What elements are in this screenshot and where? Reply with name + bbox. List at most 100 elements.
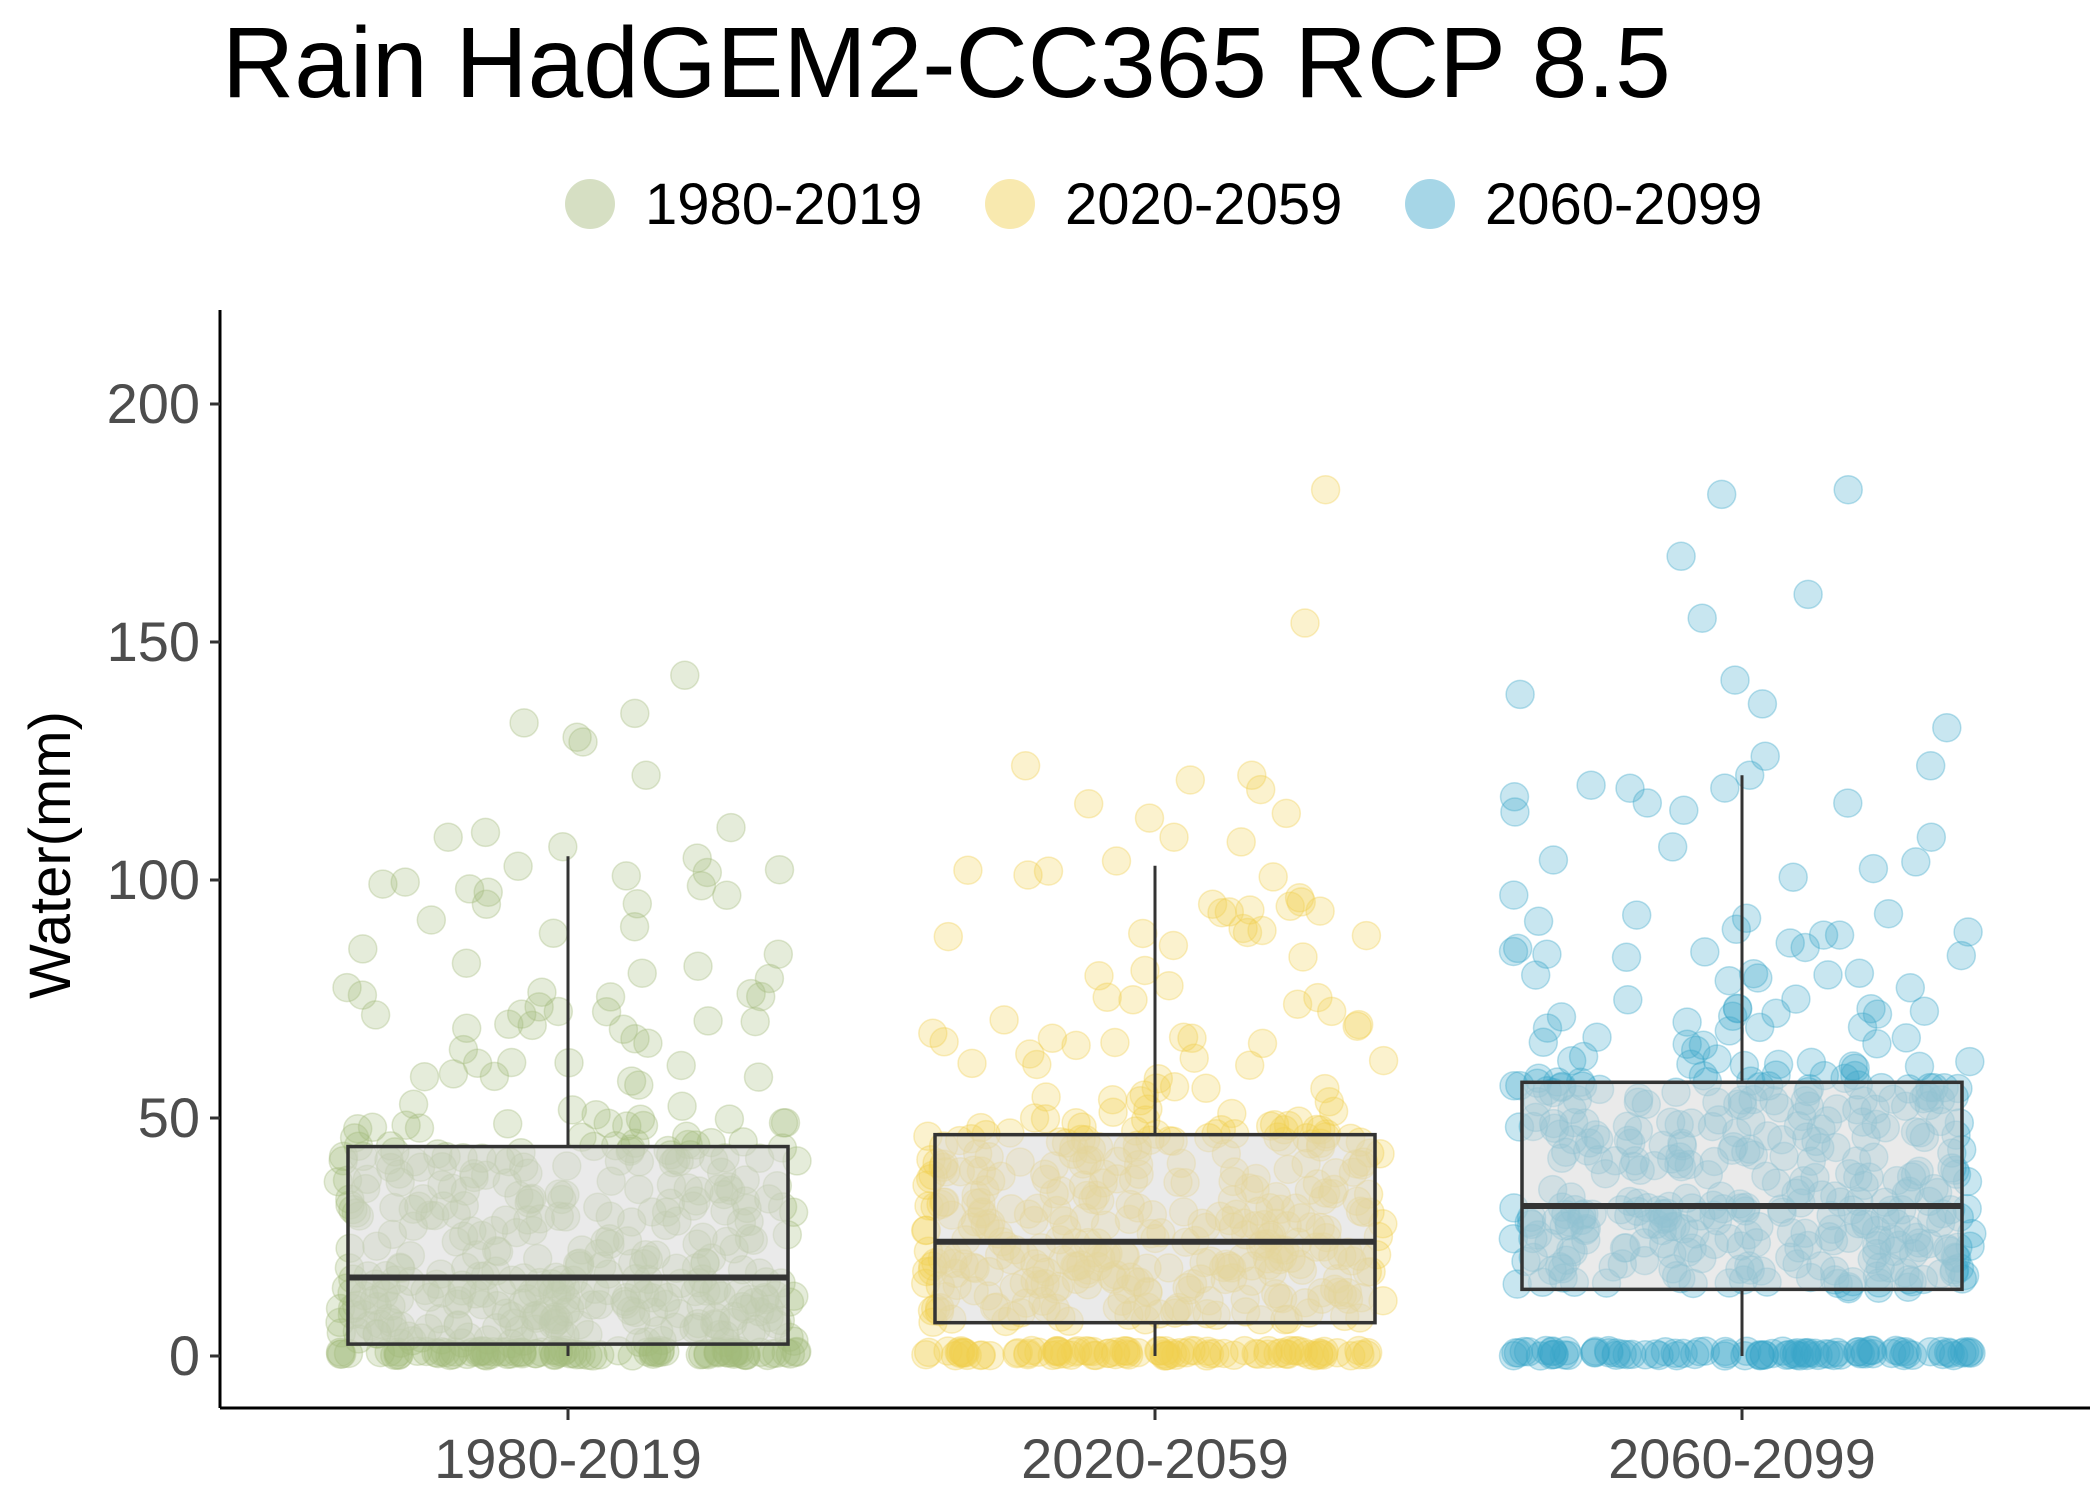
data-point (1710, 1336, 1741, 1367)
data-point (1010, 751, 1041, 781)
data-point (1680, 1035, 1711, 1065)
data-point (616, 1066, 647, 1096)
data-point (391, 1110, 421, 1140)
legend-label: 2060-2099 (1485, 172, 1762, 237)
data-point (548, 831, 578, 862)
data-point (1617, 1339, 1647, 1370)
data-point (1351, 1339, 1381, 1370)
data-point (1750, 741, 1780, 771)
data-point (1814, 1339, 1844, 1369)
data-point (1580, 1336, 1611, 1367)
data-point (568, 727, 598, 757)
data-point (404, 1113, 435, 1143)
legend-label: 2020-2059 (1065, 172, 1342, 237)
data-point (1532, 1013, 1563, 1043)
data-point (1895, 973, 1926, 1003)
data-point (1847, 1012, 1878, 1042)
data-point (1309, 1336, 1339, 1367)
data-point (1502, 933, 1533, 964)
data-point (1168, 1022, 1199, 1053)
data-point (1717, 1001, 1748, 1032)
data-point (1768, 1336, 1798, 1366)
data-point (1275, 891, 1305, 922)
data-point (1601, 1340, 1631, 1370)
data-point (1092, 982, 1122, 1013)
data-point (1793, 1337, 1823, 1368)
data-point (451, 948, 482, 978)
data-point (1113, 1340, 1144, 1370)
data-point (1180, 1336, 1210, 1366)
data-point (1892, 1338, 1922, 1369)
data-point (1833, 788, 1863, 818)
data-point (1499, 880, 1529, 910)
data-point (409, 1061, 440, 1092)
data-point (1582, 1022, 1612, 1052)
data-point (1314, 1087, 1345, 1117)
data-point (1904, 1051, 1935, 1082)
data-point (1714, 965, 1744, 996)
data-point (1644, 1340, 1674, 1371)
data-point (1061, 1030, 1091, 1061)
data-point (1909, 996, 1940, 1026)
data-point (1345, 1340, 1375, 1370)
data-point (1097, 1084, 1128, 1115)
data-point (712, 880, 742, 911)
data-point (1890, 1336, 1921, 1367)
data-point (1732, 1336, 1762, 1367)
data-point (1503, 1338, 1534, 1368)
data-point (1738, 958, 1769, 989)
data-point (1876, 1338, 1907, 1369)
data-point (611, 861, 642, 891)
data-point (633, 1028, 663, 1058)
data-point (1947, 1338, 1977, 1368)
data-point (1101, 846, 1132, 876)
data-point (1129, 1080, 1159, 1110)
data-point (1286, 887, 1316, 917)
data-point (1775, 928, 1805, 958)
data-point (1568, 1041, 1599, 1072)
data-point (628, 1110, 659, 1141)
data-point (1081, 1340, 1111, 1371)
data-point (1800, 1338, 1830, 1368)
data-point (620, 698, 650, 729)
data-point (1536, 1340, 1567, 1370)
data-point (1111, 1338, 1141, 1369)
y-tick-label: 50 (138, 1086, 200, 1149)
data-point (1513, 1337, 1544, 1367)
data-point (1720, 665, 1750, 695)
data-point (1093, 1338, 1123, 1369)
data-point (1284, 883, 1315, 913)
data-point (1165, 1337, 1195, 1368)
data-point (1813, 960, 1843, 990)
data-point (1073, 1336, 1104, 1367)
data-point (416, 905, 447, 935)
data-point (1953, 1338, 1983, 1368)
data-point (1901, 847, 1931, 877)
data-point (1037, 1023, 1068, 1054)
data-point (948, 1337, 978, 1367)
data-point (1613, 985, 1643, 1015)
data-point (1214, 897, 1245, 927)
data-point (682, 843, 712, 873)
data-point (347, 980, 378, 1010)
data-point (1290, 608, 1320, 638)
data-point (1825, 1340, 1856, 1370)
data-point (1580, 1338, 1610, 1368)
data-point (1679, 1339, 1710, 1370)
data-point (1217, 1098, 1247, 1129)
data-point (743, 1062, 774, 1092)
y-tick-label: 100 (107, 848, 200, 911)
data-point (1143, 1063, 1174, 1094)
data-point (538, 918, 569, 949)
data-point (1580, 1337, 1610, 1368)
data-point (1546, 1002, 1577, 1032)
data-point (1915, 751, 1946, 781)
legend-key (1405, 179, 1455, 229)
data-point (1073, 789, 1104, 819)
data-point (1672, 1029, 1702, 1059)
data-point (1219, 1340, 1249, 1371)
data-point (1611, 942, 1642, 973)
data-point (1594, 1338, 1624, 1368)
data-point (1177, 1023, 1207, 1054)
